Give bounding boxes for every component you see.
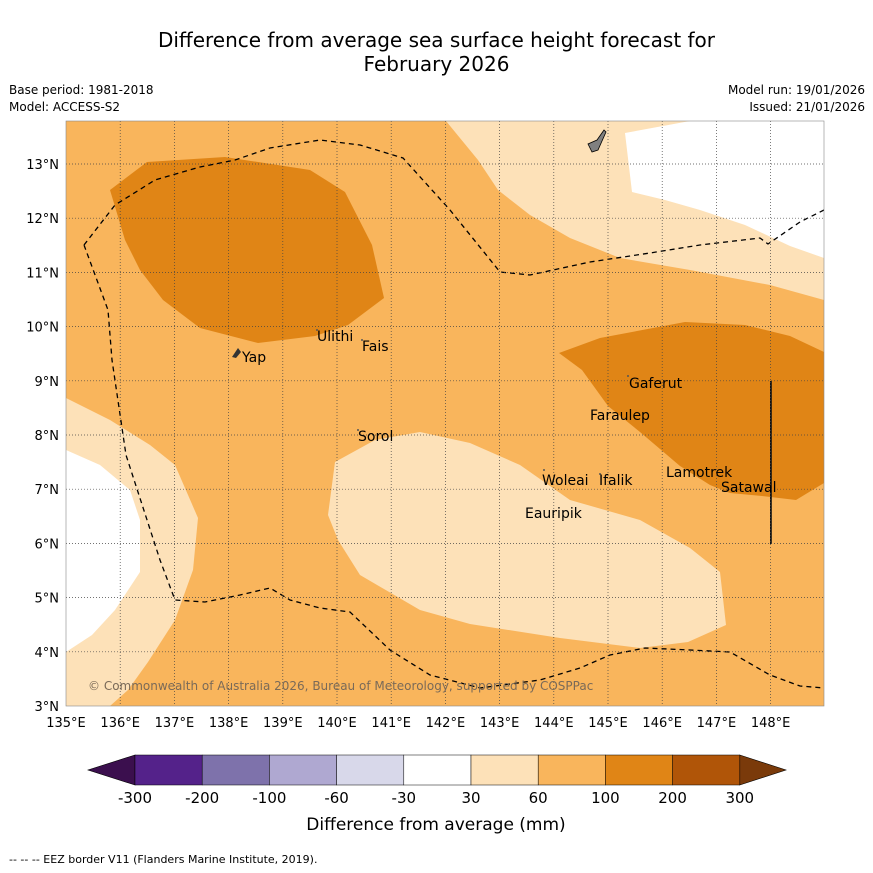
map-frame [65,120,825,707]
lat-tick-labels: 3°N 4°N 5°N 6°N 7°N 8°N 9°N 10°N 11°N 12°N 13°N [26,158,59,715]
place-label-faraulep: Faraulep [590,408,650,424]
model-run: Model run: 19/01/2026 [727,83,865,97]
meta-left: Base period: 1981-2018 Model: ACCESS-S2 [9,82,154,116]
place-label-eauripik: Eauripik [525,506,583,522]
satawal-island [770,381,772,544]
woleai-atoll [543,469,545,471]
lat-tick-label: 7°N [35,483,60,498]
colorbar-tick-label: -60 [324,789,349,807]
colorbar-segment [336,754,405,786]
sorol-atoll [357,429,359,431]
colorbar-tick-label: 100 [591,789,620,807]
eez-border [83,139,824,689]
lat-tick-label: 4°N [35,646,60,661]
region-100-200-northwest [110,157,384,343]
place-label-woleai: Woleai [542,473,589,489]
lat-tick-label: 3°N [35,700,60,715]
lon-tick-label: 143°E [480,716,520,731]
colorbar-tick-label: -300 [118,789,152,807]
title-line-2: February 2026 [363,52,510,76]
region-near-average-west [66,450,140,652]
lat-tick-label: 13°N [26,158,59,173]
base-period: Base period: 1981-2018 [9,83,154,97]
lat-tick-label: 9°N [35,375,60,390]
lat-tick-label: 11°N [26,266,59,281]
eez-footnote: -- -- -- EEZ border V11 (Flanders Marine… [9,853,318,866]
lon-tick-label: 147°E [697,716,737,731]
colorbar-tick-label: -100 [252,789,286,807]
gaferut-island [627,375,629,377]
meta-right: Model run: 19/01/2026 Issued: 21/01/2026 [728,82,865,116]
lon-tick-label: 144°E [534,716,574,731]
colorbar-tick-label: 200 [658,789,687,807]
lat-tick-label: 10°N [26,321,59,336]
lon-tick-label: 140°E [317,716,357,731]
region-30-60-central [328,432,726,648]
colorbar-segment [134,754,203,786]
lon-tick-label: 148°E [751,716,791,731]
region-100-200-east [559,322,824,500]
lat-tick-label: 12°N [26,212,59,227]
colorbar-tick-label: -200 [185,789,219,807]
lat-tick-label: 6°N [35,537,60,552]
copyright-notice: © Commonwealth of Australia 2026, Bureau… [88,679,593,693]
colorbar-arrow-high [739,754,787,786]
colorbar-tick-label: 300 [725,789,754,807]
place-label-fais: Fais [362,339,389,355]
place-labels: Yap Ulithi Fais Sorol Gaferut Faraulep W… [241,329,776,522]
colorbar-tick-label: 30 [461,789,480,807]
ifalik-atoll [599,473,601,475]
lon-tick-label: 136°E [100,716,140,731]
colorbar-segment [537,754,606,786]
guam-island [587,129,607,153]
lon-tick-label: 137°E [155,716,195,731]
lon-tick-label: 135°E [46,716,86,731]
place-label-yap: Yap [241,350,266,366]
model-name: Model: ACCESS-S2 [9,100,121,114]
place-label-satawal: Satawal [721,480,776,496]
lat-gridlines [66,163,824,653]
issued-date: Issued: 21/01/2026 [749,100,865,114]
colorbar-arrow-low [87,754,136,786]
lon-tick-label: 142°E [426,716,466,731]
colorbar-tick-labels: -300 -200 -100 -60 -30 30 60 100 200 300 [118,789,754,807]
colorbar-tick-label: -30 [392,789,417,807]
colorbar [87,754,787,786]
place-label-gaferut: Gaferut [629,376,683,392]
colorbar-tick-label: 60 [529,789,548,807]
ulithi-atoll [316,329,318,331]
colorbar-segment [201,754,270,786]
colorbar-segment [403,754,472,786]
region-near-average-northeast [625,121,824,258]
lat-tick-label: 8°N [35,429,60,444]
lon-tick-label: 145°E [588,716,628,731]
place-label-ulithi: Ulithi [317,329,353,345]
place-label-sorol: Sorol [358,429,393,445]
colorbar-segment [269,754,337,786]
lon-tick-label: 141°E [371,716,411,731]
colorbar-title: Difference from average (mm) [306,815,565,835]
fais-island [361,339,363,341]
lon-tick-label: 146°E [642,716,682,731]
lon-tick-label: 138°E [209,716,249,731]
colorbar-segment [470,754,539,786]
chart-title: Difference from average sea surface heig… [0,28,873,76]
lat-tick-label: 5°N [35,592,60,607]
lon-tick-labels: 135°E 136°E 137°E 138°E 139°E 140°E 141°E 142°E… [46,716,790,731]
place-label-lamotrek: Lamotrek [666,465,733,481]
yap-island [232,348,241,358]
place-label-ifalik: Ifalik [599,473,633,489]
colorbar-segment [605,754,673,786]
map-area: Yap Ulithi Fais Sorol Gaferut Faraulep W… [66,121,824,706]
title-line-1: Difference from average sea surface heig… [157,28,716,52]
colorbar-segment [672,754,741,786]
lon-tick-label: 139°E [263,716,303,731]
